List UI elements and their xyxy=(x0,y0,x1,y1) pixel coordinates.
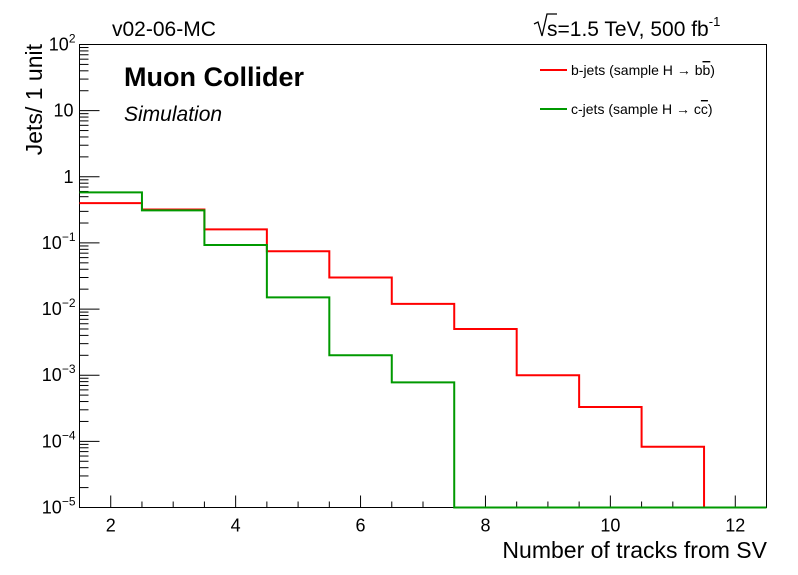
energy-text: =1.5 TeV, 500 fb xyxy=(558,18,709,41)
y-axis-ticks: 10−5 10−4 10−3 10−2 10−1 1 10 102 xyxy=(42,32,100,518)
legend-b-jets-label: b-jets (sample H → bb) xyxy=(571,62,715,78)
y-axis-title: Jets/ 1 unit xyxy=(21,43,47,155)
y-tick-label: 10−1 xyxy=(42,230,76,253)
y-tick-label: 1 xyxy=(63,167,73,187)
c-jets-histogram-line xyxy=(79,191,767,509)
energy-exp: -1 xyxy=(709,14,721,29)
b-jets-histogram-line xyxy=(79,202,767,509)
y-tick-label: 10−4 xyxy=(42,428,76,451)
x-tick-label: 8 xyxy=(480,516,490,536)
x-axis-ticks: 2 4 6 8 10 12 xyxy=(106,495,745,536)
series-lines xyxy=(79,191,767,509)
y-tick-label: 10−2 xyxy=(42,296,76,319)
energy-label: s=1.5 TeV, 500 fb-1 xyxy=(533,13,720,41)
x-tick-label: 10 xyxy=(600,516,620,536)
x-tick-label: 2 xyxy=(106,516,116,536)
status-label: Simulation xyxy=(124,103,222,126)
svg-text:s=1.5 TeV, 500 fb-1: s=1.5 TeV, 500 fb-1 xyxy=(547,14,720,41)
y-tick-label: 10 xyxy=(53,101,73,121)
y-tick-label: 102 xyxy=(49,32,76,55)
version-label: v02-06-MC xyxy=(112,18,216,41)
energy-sqrt: s xyxy=(547,18,558,41)
sqrt-icon xyxy=(533,13,557,37)
experiment-label: Muon Collider xyxy=(124,62,304,92)
x-axis-title: Number of tracks from SV xyxy=(502,537,767,563)
x-tick-label: 4 xyxy=(231,516,241,536)
legend: b-jets (sample H → bb) c-jets (sample H … xyxy=(540,62,715,117)
y-tick-label: 10−5 xyxy=(42,495,76,518)
legend-c-jets-label: c-jets (sample H → cc) xyxy=(571,101,713,117)
x-tick-label: 6 xyxy=(356,516,366,536)
x-tick-label: 12 xyxy=(725,516,745,536)
y-tick-label: 10−3 xyxy=(42,362,76,385)
